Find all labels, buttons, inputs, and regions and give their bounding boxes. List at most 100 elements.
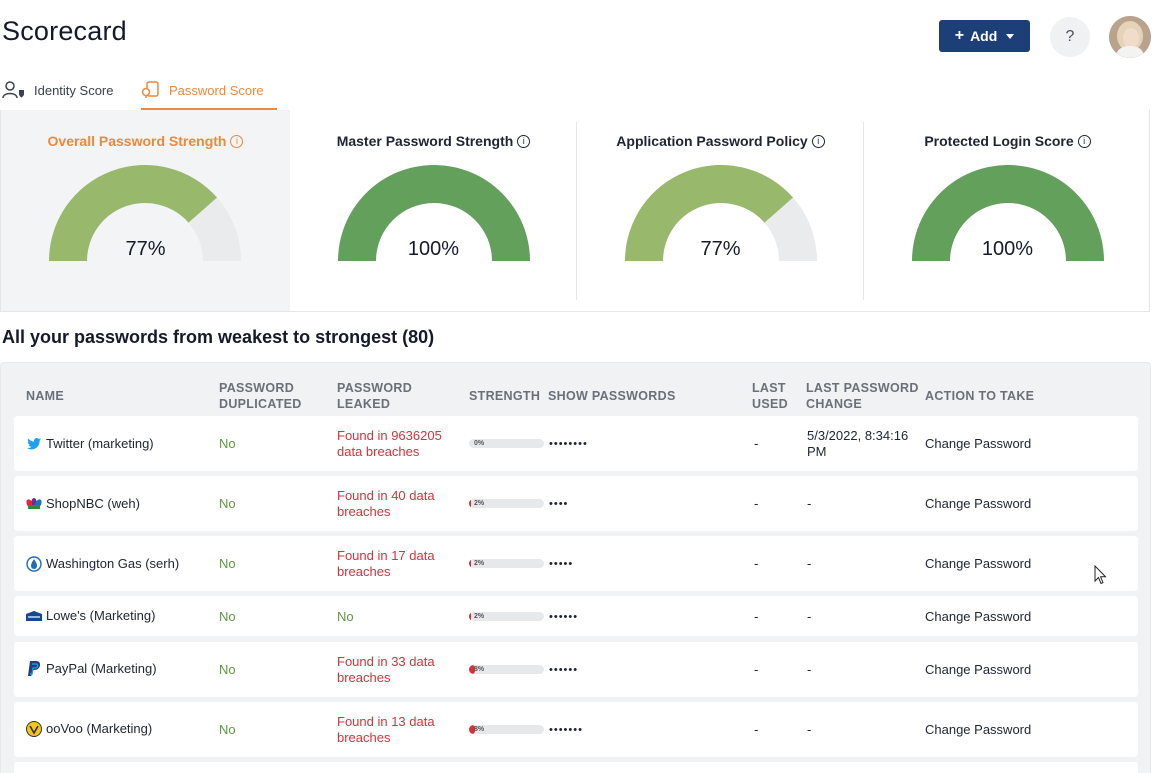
score-title: Protected Login Score <box>924 133 1074 149</box>
strength-bar: 2% <box>469 559 544 568</box>
table-row[interactable]: Twitter (marketing) No Found in 9636205 … <box>14 416 1138 471</box>
password-list-heading: All your passwords from weakest to stron… <box>2 327 435 347</box>
row-password[interactable]: ••••••• <box>549 724 583 736</box>
strength-label: 2% <box>474 560 485 567</box>
row-last-used: - <box>754 662 759 677</box>
mouse-cursor-icon <box>1094 565 1107 585</box>
change-password-link[interactable]: Change Password <box>925 662 1032 677</box>
add-button[interactable]: + Add <box>939 20 1030 52</box>
row-duplicated: No <box>219 556 236 571</box>
gauge-chart <box>912 165 1104 261</box>
row-duplicated: No <box>219 722 236 737</box>
table-row[interactable]: Lowe's (Marketing) No No 2% •••••• - - C… <box>14 596 1138 636</box>
washington-gas-icon <box>26 556 42 572</box>
tab-password-score-label: Password Score <box>169 82 264 98</box>
gauge-chart <box>625 165 817 261</box>
add-button-label: Add <box>970 28 998 44</box>
help-button[interactable]: ? <box>1050 17 1090 57</box>
score-card-master[interactable]: Master Password Strength i 100% <box>290 110 577 311</box>
gauge-value: 100% <box>981 238 1034 260</box>
row-last-change: 5/3/2022, 8:34:16 PM <box>807 428 909 459</box>
row-name[interactable]: Washington Gas (serh) <box>46 556 180 571</box>
gauge-fill <box>338 165 530 261</box>
plus-icon: + <box>954 27 965 44</box>
change-password-link[interactable]: Change Password <box>925 556 1032 571</box>
row-duplicated: No <box>219 496 236 511</box>
score-card-protected-login[interactable]: Protected Login Score i 100% <box>864 110 1151 311</box>
row-last-used: - <box>754 722 759 737</box>
row-last-used: - <box>754 436 759 451</box>
column-header-leaked[interactable]: PASSWORD LEAKED <box>337 381 413 411</box>
row-last-used: - <box>754 609 759 624</box>
tab-identity-score[interactable]: Identity Score <box>0 70 141 110</box>
column-header-last-used[interactable]: LAST USED <box>752 381 788 411</box>
info-icon[interactable]: i <box>517 134 531 148</box>
score-title: Overall Password Strength <box>47 133 227 149</box>
score-title: Application Password Policy <box>616 133 808 149</box>
info-icon[interactable]: i <box>1077 134 1091 148</box>
divider <box>576 122 577 300</box>
column-header-last-change[interactable]: LAST PASSWORD CHANGE <box>806 381 919 411</box>
row-last-used: - <box>754 496 759 511</box>
strength-bar-fill <box>469 725 475 734</box>
gauge-value: 100% <box>407 238 460 260</box>
row-leaked: Found in 40 data breaches <box>337 488 435 519</box>
row-last-used: - <box>754 556 759 571</box>
row-password[interactable]: •••••• <box>549 664 579 676</box>
twitter-icon <box>26 436 42 452</box>
gauge-chart <box>49 165 241 261</box>
table-row[interactable]: PayPal (Marketing) No Found in 33 data b… <box>14 642 1138 697</box>
change-password-link[interactable]: Change Password <box>925 436 1032 451</box>
score-title: Master Password Strength <box>336 133 514 149</box>
gauge-chart <box>338 165 530 261</box>
strength-bar-fill <box>469 499 471 508</box>
row-name[interactable]: Twitter (marketing) <box>46 436 154 451</box>
strength-bar: 8% <box>469 725 544 734</box>
change-password-link[interactable]: Change Password <box>925 609 1032 624</box>
page-title: Scorecard <box>2 16 127 46</box>
strength-bar: 2% <box>469 499 544 508</box>
change-password-link[interactable]: Change Password <box>925 496 1032 511</box>
score-card-application-policy[interactable]: Application Password Policy i 77% <box>577 110 864 311</box>
row-password[interactable]: •••••••• <box>549 438 588 450</box>
score-panel: Overall Password Strength i 77% Master Pa… <box>0 110 1150 312</box>
table-row[interactable]: ShopNBC (weh) No Found in 40 data breach… <box>14 476 1138 531</box>
row-last-change: - <box>807 609 812 624</box>
row-duplicated: No <box>219 609 236 624</box>
row-leaked: Found in 17 data breaches <box>337 548 435 579</box>
row-password[interactable]: ••••• <box>549 558 574 570</box>
password-key-icon <box>141 81 159 98</box>
column-header-show-passwords[interactable]: SHOW PASSWORDS <box>548 389 676 403</box>
info-icon[interactable]: i <box>811 134 825 148</box>
row-last-change: - <box>807 496 812 511</box>
gauge-fill <box>49 165 218 261</box>
column-header-name[interactable]: NAME <box>26 389 65 403</box>
column-header-strength[interactable]: STRENGTH <box>469 389 541 403</box>
row-password[interactable]: •••••• <box>549 611 579 623</box>
paypal-icon <box>26 661 42 677</box>
row-name[interactable]: Lowe's (Marketing) <box>46 608 156 623</box>
row-password[interactable]: •••• <box>549 498 569 510</box>
change-password-link[interactable]: Change Password <box>925 722 1032 737</box>
column-header-duplicated[interactable]: PASSWORD DUPLICATED <box>219 381 302 411</box>
info-icon[interactable]: i <box>230 134 244 148</box>
table-row[interactable] <box>14 762 1138 773</box>
user-shield-icon <box>2 81 24 99</box>
strength-label: 2% <box>474 613 485 620</box>
row-name[interactable]: PayPal (Marketing) <box>46 661 157 676</box>
avatar[interactable] <box>1109 16 1151 58</box>
oovoo-icon <box>26 721 42 737</box>
row-name[interactable]: ooVoo (Marketing) <box>46 721 153 736</box>
score-card-overall[interactable]: Overall Password Strength i 77% <box>1 110 290 311</box>
row-name[interactable]: ShopNBC (weh) <box>46 496 140 511</box>
strength-bar: 2% <box>469 612 544 621</box>
divider <box>863 122 864 300</box>
table-row[interactable]: Washington Gas (serh) No Found in 17 dat… <box>14 536 1138 591</box>
table-row[interactable]: ooVoo (Marketing) No Found in 13 data br… <box>14 702 1138 757</box>
tab-password-score[interactable]: Password Score <box>141 70 277 110</box>
avatar-image <box>1109 16 1151 58</box>
strength-label: 8% <box>474 726 485 733</box>
row-last-change: - <box>807 722 812 737</box>
strength-bar-fill <box>469 612 471 621</box>
password-table: NAME PASSWORD DUPLICATED PASSWORD LEAKED S… <box>0 362 1151 773</box>
